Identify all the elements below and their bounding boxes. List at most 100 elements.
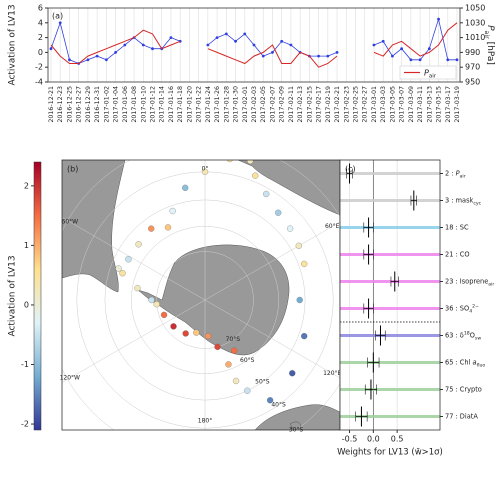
data-point (391, 54, 394, 58)
land (237, 160, 340, 216)
x-tick-label: 2017-03-17 (445, 86, 452, 123)
text-part: 23 : Isoprene (445, 278, 488, 286)
track-point (232, 377, 240, 385)
x-tick-label: 2017-01-04 (113, 86, 120, 123)
track-point (225, 361, 232, 368)
text-part: 18 (464, 331, 470, 337)
x-tick-label: 2017-01-24 (205, 86, 212, 123)
y-tick-label: 0 (38, 48, 43, 57)
track-point (119, 270, 126, 277)
y2-tick-label: 990 (465, 48, 480, 57)
x-tick-label: 2016-12-23 (57, 86, 64, 123)
data-point (437, 17, 440, 21)
data-point (400, 47, 404, 51)
text-part: P (424, 68, 429, 77)
track-point (247, 160, 254, 165)
text-part: 63 : δ (445, 332, 464, 340)
text-part: O (470, 332, 475, 340)
text-part: 3 : mask (445, 197, 474, 205)
data-point (206, 43, 210, 47)
text-part: [hPa] (486, 39, 496, 65)
track-point (164, 224, 172, 231)
x-tick-label: 2017-02-17 (316, 86, 323, 123)
series-line (50, 22, 458, 68)
feature-label: 18 : SC (445, 224, 469, 232)
x-tick-label: 2017-01-14 (159, 86, 166, 123)
data-point (68, 58, 71, 62)
x-tick-label: 2017-03-11 (417, 86, 424, 123)
feature-label: 65 : Chl afluo (445, 359, 485, 369)
x-tick-label: 2017-03-15 (436, 86, 443, 123)
text-part: 36 : SO (445, 305, 469, 313)
data-point (215, 36, 219, 39)
data-point (381, 39, 385, 43)
y-axis-label: Activation of LV13 (8, 4, 18, 85)
text-part: 4 (469, 309, 472, 315)
text-part: air (488, 282, 494, 288)
text-part: 65 : Chl (445, 359, 473, 367)
x-tick-label: 2016-12-31 (94, 86, 101, 123)
track-point (148, 296, 155, 304)
data-point (326, 54, 330, 58)
x-tick-label: 2017-01-30 (233, 86, 240, 123)
colorbar-tick-label: -1 (21, 360, 29, 369)
x-tick-label: 2017-01-22 (196, 86, 203, 123)
legend-box (399, 65, 457, 80)
lon-grid (62, 217, 206, 301)
y2-tick-label: 970 (465, 63, 480, 72)
data-point (418, 58, 422, 62)
track-point (135, 241, 142, 248)
data-point (95, 54, 99, 58)
panel-label: (b) (67, 165, 78, 174)
y-tick-label: -2 (35, 63, 43, 72)
feature-label: 21 : CO (445, 251, 470, 259)
x-tick-label: 2017-02-11 (288, 86, 295, 123)
x-tick-label: 2017-01-28 (223, 86, 230, 123)
track-point (134, 284, 141, 292)
x-tick-label: 2017-02-23 (343, 86, 350, 123)
data-point (151, 47, 154, 51)
text-part: 2− (472, 304, 479, 310)
x-tick-label: 2017-01-16 (168, 86, 175, 123)
colorbar-tick-label: 2 (24, 181, 29, 190)
data-point (224, 32, 228, 36)
text-part: a (473, 359, 477, 367)
track-point (301, 332, 308, 340)
track-point (148, 225, 155, 232)
data-point (252, 43, 256, 47)
track-point (263, 190, 270, 198)
x-tick-label: 2016-12-27 (76, 86, 83, 123)
colorbar-label: Activation of LV13 (8, 255, 18, 336)
x-tick-label: 2017-03-01 (371, 86, 378, 123)
colorbar-tick-label: 0 (24, 300, 29, 309)
x-tick-label: 2016-12-25 (66, 86, 73, 123)
track-point (252, 172, 259, 179)
data-point (335, 51, 339, 54)
data-point (114, 51, 117, 54)
y-tick-label: 6 (38, 4, 43, 13)
track-point (296, 296, 303, 304)
panel-label: (a) (52, 12, 63, 21)
lon-label: 180° (198, 418, 212, 425)
x-tick-label: -0.5 (342, 435, 358, 444)
track-point (275, 209, 282, 216)
lat-label: 60°S (240, 357, 255, 364)
plot-frame (339, 159, 441, 431)
colorbar-tick-label: 1 (24, 241, 29, 250)
x-tick-label: 2017-02-13 (297, 86, 304, 123)
feature-label: 63 : δ18Osw (445, 331, 481, 342)
x-tick-label: 2017-03-13 (426, 86, 433, 123)
x-tick-label: 2017-02-15 (306, 86, 313, 123)
track-point (182, 330, 189, 337)
track-point (193, 329, 200, 336)
track-point (201, 168, 209, 175)
x-tick-label: 2017-02-01 (242, 86, 249, 123)
data-point (86, 58, 90, 62)
data-point (289, 43, 293, 47)
x-tick-label: 2017-01-26 (214, 86, 221, 123)
x-tick-label: 2017-03-09 (408, 86, 415, 123)
data-point (123, 43, 127, 47)
data-point (446, 58, 450, 62)
data-point (104, 58, 108, 62)
